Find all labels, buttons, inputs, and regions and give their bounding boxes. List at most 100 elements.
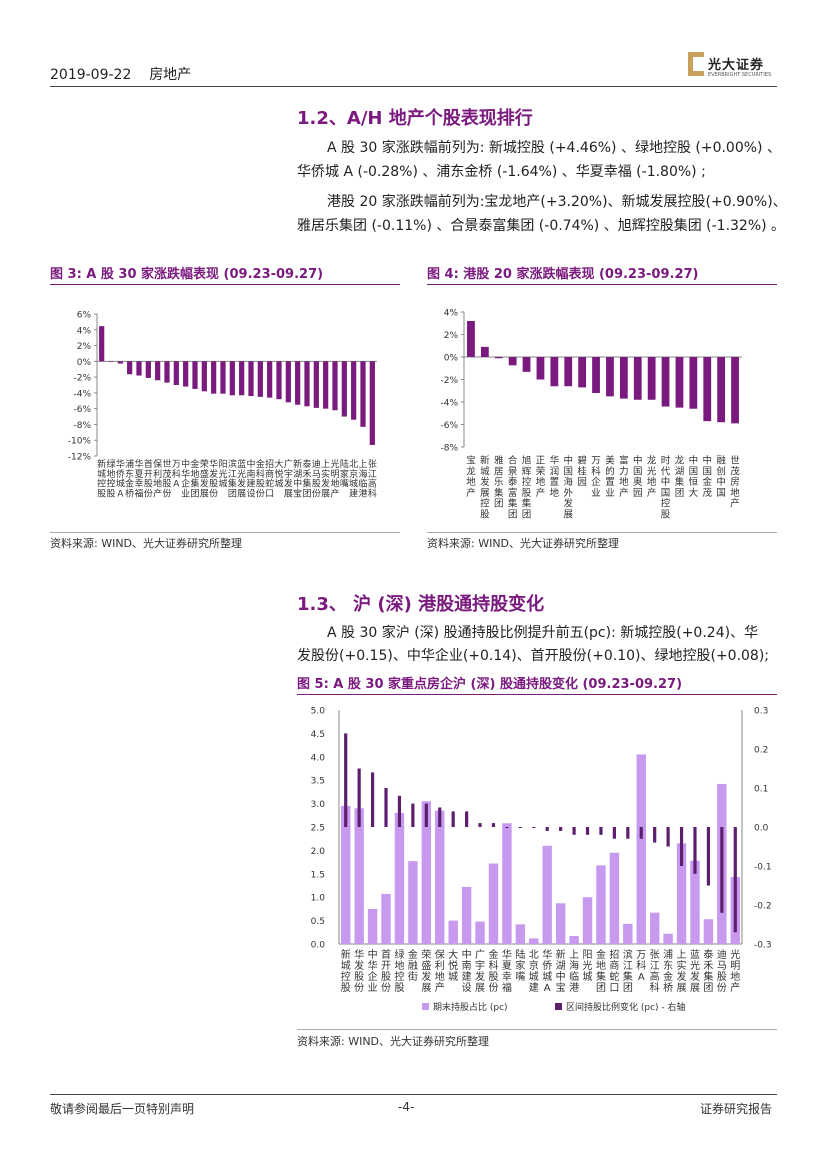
fig3-y-tick-label: -12% (68, 453, 92, 463)
fig3-bar (164, 361, 170, 383)
fig3-y-tick-label: 6% (77, 311, 92, 321)
fig5-change-bar (653, 827, 657, 843)
fig4-caption: 图 4: 港股 20 家涨跌幅表现 (09.23-09.27) (427, 267, 699, 282)
fig5-x-label: 上实发展 (677, 949, 687, 994)
fig3-bar (248, 361, 254, 397)
fig4-bar (467, 321, 475, 357)
fig5-left-tick-label: 0.5 (311, 917, 325, 927)
fig3-x-label: 陆家嘴 (340, 458, 349, 490)
fig5-change-bar (532, 827, 536, 828)
fig5-holding-bar (703, 919, 714, 944)
fig3-source: 资料来源: WIND、光大证券研究所整理 (50, 537, 243, 550)
fig5-change-bar (411, 803, 415, 827)
section-1-3-para-line1: A 股 30 家沪 (深) 股通持股比例提升前五(pc): 新城控股(+0.24… (327, 625, 759, 641)
fig4-bar (675, 357, 684, 408)
fig5-x-label: 广宇发展 (475, 949, 485, 994)
fig5-x-label: 保利地产 (435, 948, 445, 994)
fig5-legend-change: 区间持股比例变化 (pc) - 右轴 (566, 1001, 686, 1013)
section-1-2-para2-line1: 港股 20 家涨跌幅前列为:宝龙地产(+3.20%)、新城发展控股(+0.90%… (327, 194, 787, 210)
fig5-x-label: 招商蛇口 (609, 948, 619, 994)
fig5-holding-bar (381, 893, 391, 944)
fig5-change-bar (720, 827, 724, 913)
fig5-x-label: 阳光城 (583, 949, 593, 983)
section-1-3-title: 1.3、 沪 (深) 港股通持股变化 (297, 594, 545, 615)
fig3-bar (183, 361, 189, 387)
fig3-bar (360, 361, 366, 427)
fig5-holding-bar (663, 933, 673, 944)
fig4-bar (619, 357, 628, 399)
fig5-holding-bar (448, 920, 458, 944)
fig5-right-tick-label: 0.2 (754, 746, 768, 756)
header-divider (50, 86, 777, 87)
fig3-x-label: 华夏幸福 (134, 458, 143, 499)
fig5-holding-bar (529, 938, 539, 944)
fig5-right-tick-label: -0.2 (754, 902, 772, 912)
fig3-y-tick-label: -6% (73, 405, 91, 415)
fig5-source-rule (297, 1029, 777, 1030)
fig5-left-tick-label: 5.0 (311, 707, 326, 717)
fig4-x-label: 中国恒大 (689, 455, 699, 499)
fig3-x-label: 浦东金桥 (125, 458, 134, 499)
fig4-bar (578, 357, 587, 388)
fig5-change-bar (344, 733, 348, 827)
fig3-bar (295, 361, 301, 405)
fig4-x-label: 华润置地 (550, 455, 560, 499)
fig4-bar (592, 357, 600, 393)
fig5-holding-bar (596, 865, 606, 944)
fig5-x-label: 张江高科 (650, 949, 660, 994)
fig3-bar (99, 326, 105, 362)
fig4-bar (508, 357, 517, 366)
fig3-bar (239, 361, 245, 396)
fig5-left-tick-label: 3.5 (311, 777, 325, 787)
section-1-2-para2-line2: 雅居乐集团 (-0.11%) 、合景泰富集团 (-0.74%) 、旭辉控股集团 … (297, 218, 786, 234)
fig5-x-label: 华夏幸福 (502, 948, 512, 994)
fig4-x-label: 龙光地产 (647, 455, 657, 499)
fig3-y-tick-label: 2% (77, 342, 92, 352)
fig5-change-bar (666, 827, 670, 847)
fig5-change-bar (465, 811, 469, 827)
fig5-change-bar (572, 827, 576, 835)
fig4-bar (564, 357, 573, 387)
fig3-bar (285, 361, 291, 403)
fig3-x-label: 大悦城 (274, 458, 283, 490)
fig5-holding-bar (488, 863, 499, 944)
fig5-left-tick-label: 2.5 (311, 824, 325, 834)
fig3-bar (108, 361, 114, 362)
fig5-change-bar (397, 795, 402, 827)
fig4-y-tick-label: 0% (444, 354, 459, 364)
fig4-x-label: 万科企业 (591, 456, 601, 499)
fig5-change-bar (585, 827, 590, 835)
fig4-source: 资料来源: WIND、光大证券研究所整理 (427, 537, 620, 550)
fig5-x-label: 上海临港 (569, 949, 579, 994)
fig4-bar (550, 357, 559, 387)
fig3-x-label: 滨江集团 (228, 458, 237, 499)
fig5-change-bar (545, 827, 549, 831)
fig3-caption-rule (50, 284, 400, 285)
fig5-x-label: 北京城建 (529, 949, 539, 994)
fig5-legend-holding: 期末持股占比 (pc) (433, 1001, 508, 1013)
fig5-change-bar (424, 803, 428, 827)
fig5-left-tick-label: 4.5 (311, 730, 325, 740)
fig3-caption: 图 3: A 股 30 家涨跌幅表现 (09.23-09.27) (50, 267, 324, 282)
fig5-holding-bar (515, 924, 526, 944)
fig5-holding-bar (461, 886, 472, 944)
fig3-bar (145, 361, 151, 378)
fig5-left-tick-label: 0.0 (311, 941, 326, 951)
fig5-holding-bar (408, 861, 418, 944)
fig3-bar (351, 361, 357, 420)
fig5-x-label: 金科股份 (488, 948, 498, 994)
fig3-x-label: 绿地控股 (106, 458, 115, 499)
fig3-bar (229, 361, 235, 396)
fig5-holding-bar (341, 805, 351, 944)
fig5-legend-swatch-change (555, 1003, 562, 1010)
logo-text: 光大证券 (708, 58, 765, 73)
fig5-left-tick-label: 4.0 (311, 753, 326, 763)
fig5-holding-bar (502, 823, 512, 944)
fig4-caption-rule (427, 284, 777, 285)
fig5-holding-bar (569, 936, 579, 944)
fig3-y-tick-label: 4% (77, 326, 92, 336)
fig3-x-label: 蓝光发展 (237, 458, 246, 499)
section-1-2-para1-line2: 华侨城 A (-0.28%) 、浦东金桥 (-1.64%) 、华夏幸福 (-1.… (297, 164, 706, 180)
fig3-bar (211, 361, 217, 394)
fig4-x-label: 旭辉控股集团 (522, 455, 532, 521)
